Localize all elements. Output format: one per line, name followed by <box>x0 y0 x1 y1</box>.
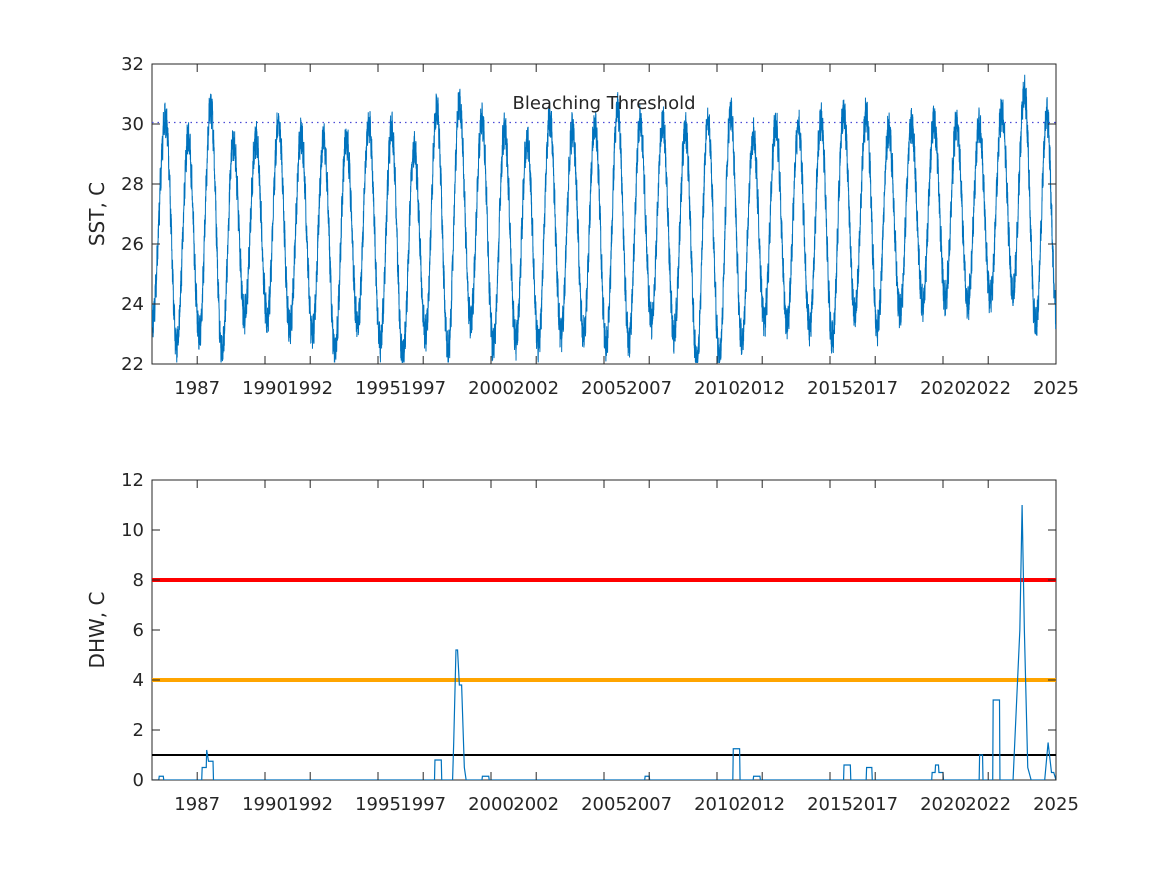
y-tick-label: 32 <box>121 54 144 75</box>
x-tick-label: 2015 <box>807 794 853 815</box>
x-tick-label: 1990 <box>242 378 288 399</box>
x-tick-label: 2015 <box>807 378 853 399</box>
y-tick-label: 4 <box>133 670 144 691</box>
y-tick-label: 6 <box>133 620 144 641</box>
x-tick-label: 2022 <box>965 378 1011 399</box>
plot-content <box>152 74 1056 363</box>
x-tick-label: 2025 <box>1033 794 1079 815</box>
y-tick-label: 26 <box>121 234 144 255</box>
x-tick-label: 2017 <box>852 378 898 399</box>
x-tick-label: 1992 <box>287 794 333 815</box>
y-tick-label: 8 <box>133 570 144 591</box>
x-tick-label: 1992 <box>287 378 333 399</box>
x-tick-label: 2010 <box>694 794 740 815</box>
y-tick-label: 10 <box>121 520 144 541</box>
x-tick-label: 1997 <box>400 378 446 399</box>
x-tick-label: 2007 <box>626 794 672 815</box>
y-tick-label: 0 <box>133 770 144 791</box>
sst-series-line <box>152 74 1056 363</box>
x-tick-label: 2020 <box>920 378 966 399</box>
x-tick-label: 2012 <box>739 378 785 399</box>
y-axis-title: SST, C <box>85 182 109 246</box>
x-tick-label: 1990 <box>242 794 288 815</box>
x-tick-label: 1995 <box>355 378 401 399</box>
annotation-label: Bleaching Threshold <box>512 93 695 114</box>
y-tick-label: 28 <box>121 174 144 195</box>
dhw-panel: 0 2 4 6 8 10 12 1987 1990 1992 1995 1997 2000 2002 200… <box>85 470 1079 815</box>
dhw-series-line <box>152 504 1056 780</box>
y-tick-label: 12 <box>121 470 144 491</box>
x-tick-label: 2000 <box>468 794 514 815</box>
plot-area <box>151 479 1057 781</box>
x-tick-label: 2002 <box>513 794 559 815</box>
y-tick-label: 2 <box>133 720 144 741</box>
x-tick-label: 1987 <box>174 794 220 815</box>
x-tick-label: 2005 <box>581 794 627 815</box>
x-tick-label: 2020 <box>920 794 966 815</box>
x-tick-label: 1997 <box>400 794 446 815</box>
x-tick-label: 2022 <box>965 794 1011 815</box>
plot-content <box>152 504 1056 780</box>
y-tick-label: 24 <box>121 294 144 315</box>
x-tick-label: 2025 <box>1033 378 1079 399</box>
x-tick-label: 1987 <box>174 378 220 399</box>
y-tick-label: 30 <box>121 114 144 135</box>
x-tick-label: 1995 <box>355 794 401 815</box>
y-tick-label: 22 <box>121 354 144 375</box>
x-tick-label: 2010 <box>694 378 740 399</box>
y-axis-title: DHW, C <box>85 592 109 669</box>
x-tick-label: 2017 <box>852 794 898 815</box>
x-tick-label: 2000 <box>468 378 514 399</box>
x-tick-label: 2007 <box>626 378 672 399</box>
x-tick-label: 2002 <box>513 378 559 399</box>
x-tick-label: 2012 <box>739 794 785 815</box>
x-tick-label: 2005 <box>581 378 627 399</box>
